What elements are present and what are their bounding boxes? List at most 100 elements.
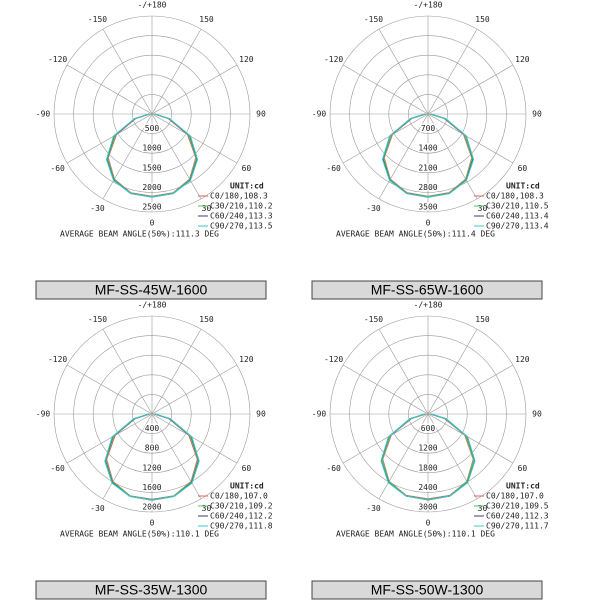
radial-label: 600: [421, 424, 436, 433]
angle-label: -150: [364, 315, 383, 324]
legend-label: C90/270,111.7: [486, 522, 549, 531]
polar-chart: -/+180 -150 150 -120 120 -90 90 -60 60 -30 30 0 C0/1…: [311, 1, 549, 300]
radial-label: 3500: [418, 203, 437, 212]
angle-label: -30: [90, 504, 105, 513]
angle-label: 90: [532, 410, 542, 419]
grid-spoke: [66, 364, 153, 415]
radial-label: 1200: [142, 463, 161, 472]
footer: AVERAGE BEAM ANGLE(50%):110.1 DEG: [336, 530, 495, 539]
unit-label: UNIT:cd: [506, 482, 540, 491]
radial-label: 400: [145, 424, 160, 433]
unit-label: UNIT:cd: [230, 182, 264, 191]
radial-label: 2000: [142, 503, 161, 512]
angle-label: -30: [366, 204, 381, 213]
radial-label: 2400: [418, 483, 437, 492]
angle-label: -120: [48, 55, 67, 64]
radial-label: 2100: [418, 163, 437, 172]
angle-label: -150: [364, 15, 383, 24]
intensity-curve: [105, 113, 199, 198]
angle-label: 0: [150, 519, 155, 528]
radial-label: 2800: [418, 183, 437, 192]
unit-label: UNIT:cd: [506, 182, 540, 191]
grid-spoke: [378, 413, 429, 500]
grid-spoke: [427, 413, 478, 500]
legend-label: C30/210,109.2: [210, 502, 273, 511]
grid-spoke: [378, 113, 429, 200]
grid-spoke: [342, 113, 429, 164]
angle-label: -/+180: [138, 301, 167, 310]
legend-label: C0/180,108.3: [486, 192, 544, 201]
radial-label: 2000: [142, 183, 161, 192]
grid-spoke: [151, 28, 202, 115]
radial-label: 1800: [418, 463, 437, 472]
footer: AVERAGE BEAM ANGLE(50%):110.1 DEG: [60, 530, 219, 539]
angle-label: 0: [426, 219, 431, 228]
angle-label: -90: [36, 110, 51, 119]
intensity-curve: [381, 113, 475, 198]
caption-box: [311, 580, 543, 600]
legend-label: C0/180,107.0: [210, 492, 268, 501]
angle-label: -90: [312, 410, 327, 419]
grid-spoke: [342, 64, 429, 115]
caption-box: [35, 580, 267, 600]
angle-label: -90: [312, 110, 327, 119]
legend-label: C60/240,113.4: [486, 212, 549, 221]
grid-spoke: [342, 364, 429, 415]
angle-label: -150: [88, 15, 107, 24]
angle-label: 90: [256, 410, 266, 419]
angle-label: 120: [515, 55, 530, 64]
radial-label: 2500: [142, 203, 161, 212]
caption-box: [35, 280, 267, 300]
legend-label: C60/240,113.3: [210, 212, 273, 221]
grid-spoke: [151, 113, 202, 200]
grid-spoke: [66, 113, 153, 164]
legend-label: C30/210,109.5: [486, 502, 549, 511]
grid-spoke: [342, 413, 429, 464]
radial-label: 500: [145, 124, 160, 133]
angle-label: 90: [256, 110, 266, 119]
grid-spoke: [427, 28, 478, 115]
angle-label: -/+180: [414, 301, 443, 310]
angle-label: 60: [518, 464, 528, 473]
caption: MF-SS-45W-1600: [95, 282, 208, 298]
caption: MF-SS-50W-1300: [371, 582, 484, 598]
radial-label: 700: [421, 124, 436, 133]
angle-label: 30: [202, 504, 212, 513]
legend-label: C0/180,108.3: [210, 192, 268, 201]
grid-spoke: [378, 28, 429, 115]
legend-label: C60/240,112.3: [486, 512, 549, 521]
legend-label: C30/210,110.5: [486, 202, 549, 211]
radial-label: 3000: [418, 503, 437, 512]
angle-label: 120: [239, 55, 254, 64]
polar-chart: -/+180 -150 150 -120 120 -90 90 -60 60 -30 30 0 C0/1…: [35, 1, 273, 300]
legend-label: C90/270,111.8: [210, 522, 273, 531]
angle-label: -90: [36, 410, 51, 419]
legend-label: C0/180,107.0: [486, 492, 544, 501]
angle-label: -120: [324, 355, 343, 364]
radial-label: 800: [145, 444, 160, 453]
angle-label: -60: [326, 464, 341, 473]
grid-spoke: [102, 328, 153, 415]
unit-label: UNIT:cd: [230, 482, 264, 491]
caption-box: [311, 280, 543, 300]
grid-spoke: [427, 413, 514, 464]
grid-spoke: [66, 64, 153, 115]
grid-spoke: [102, 28, 153, 115]
radial-label: 1600: [142, 483, 161, 492]
radial-label: 1400: [418, 144, 437, 153]
angle-label: 0: [150, 219, 155, 228]
angle-label: 60: [242, 164, 252, 173]
grid-spoke: [427, 64, 514, 115]
angle-label: -120: [48, 355, 67, 364]
angle-label: 120: [239, 355, 254, 364]
polar-chart: -/+180 -150 150 -120 120 -90 90 -60 60 -30 30 0 C0/1…: [35, 301, 273, 600]
angle-label: 0: [426, 519, 431, 528]
caption: MF-SS-65W-1600: [371, 282, 484, 298]
grid-spoke: [427, 364, 514, 415]
angle-label: 150: [199, 315, 214, 324]
angle-label: -120: [324, 55, 343, 64]
angle-label: 150: [475, 15, 490, 24]
legend-label: C90/270,113.5: [210, 222, 273, 231]
angle-label: -60: [50, 464, 65, 473]
angle-label: 30: [478, 504, 488, 513]
